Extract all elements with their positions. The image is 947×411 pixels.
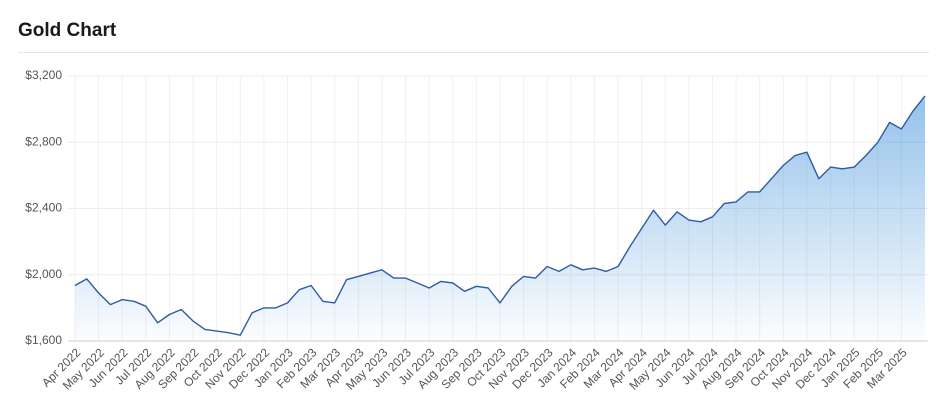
y-tick-label: $2,400 [25,201,62,215]
y-tick-label: $1,600 [25,333,62,347]
y-tick-label: $2,000 [25,267,62,281]
area-fill [75,95,925,342]
price-line [74,95,926,336]
chart-title: Gold Chart [18,20,117,41]
y-tick-label: $2,800 [25,134,62,148]
y-tick-label: $3,200 [25,68,62,82]
